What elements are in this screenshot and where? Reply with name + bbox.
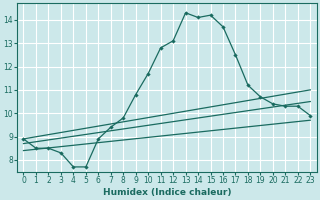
X-axis label: Humidex (Indice chaleur): Humidex (Indice chaleur) — [103, 188, 231, 197]
